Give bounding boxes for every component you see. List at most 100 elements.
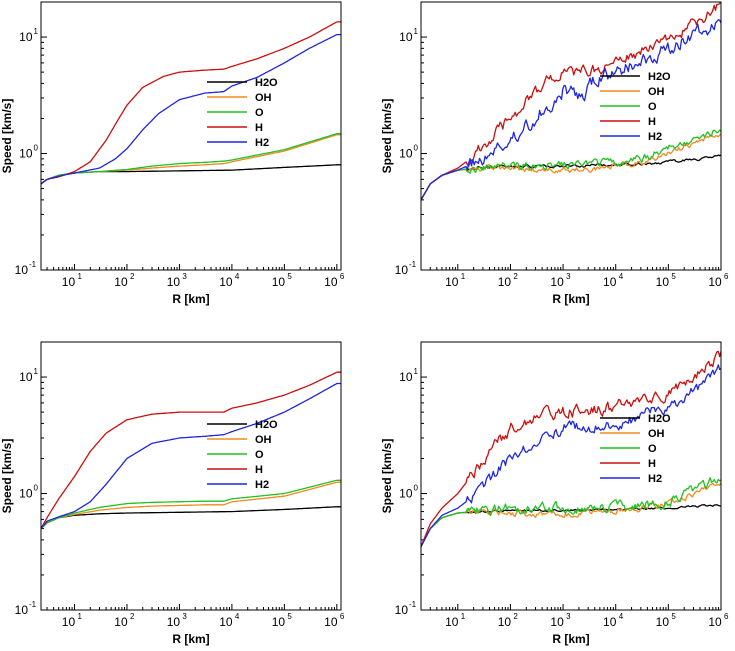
series-line-h2o	[41, 506, 341, 530]
x-tick-exponent: 1	[461, 272, 466, 281]
y-tick-exponent: 0	[414, 484, 419, 493]
minor-ticks	[420, 1, 720, 270]
legend-label-o: O	[255, 449, 264, 461]
plot-frame	[40, 1, 342, 271]
x-axis-title: R [km]	[172, 632, 209, 646]
y-tick-label: 10	[395, 263, 409, 277]
x-tick-label: 10	[167, 615, 181, 629]
x-tick-label: 10	[62, 615, 76, 629]
x-tick-exponent: 5	[287, 272, 292, 281]
y-tick-label: 10	[19, 30, 33, 44]
y-tick-label: 10	[19, 147, 33, 161]
x-tick-exponent: 6	[340, 612, 345, 621]
x-tick-label: 10	[550, 275, 564, 289]
x-tick-label: 10	[324, 275, 338, 289]
y-tick-exponent: -1	[409, 600, 417, 609]
legend-label-oh: OH	[255, 92, 272, 104]
legend-label-oh: OH	[648, 86, 665, 98]
series-line-h2	[421, 19, 721, 201]
x-tick-exponent: 2	[513, 612, 518, 621]
x-tick-exponent: 4	[235, 612, 240, 621]
x-tick-label: 10	[114, 615, 128, 629]
y-tick-label: 10	[19, 487, 33, 501]
series-line-oh	[41, 481, 341, 530]
series-line-h2o	[41, 164, 341, 185]
y-tick-label: 10	[15, 263, 29, 277]
x-tick-label: 10	[219, 615, 233, 629]
x-tick-exponent: 1	[77, 612, 82, 621]
legend-label-h: H	[648, 458, 656, 470]
y-tick-exponent: 1	[414, 367, 419, 376]
legend-label-h2o: H2O	[255, 419, 278, 431]
legend-label-h2o: H2O	[648, 413, 671, 425]
x-tick-label: 10	[272, 275, 286, 289]
x-tick-exponent: 5	[287, 612, 292, 621]
y-tick-exponent: 0	[34, 484, 39, 493]
y-axis-title: Speed [km/s]	[380, 439, 394, 514]
series-line-h	[41, 21, 341, 185]
y-axis-title: Speed [km/s]	[0, 439, 14, 514]
x-tick-exponent: 3	[182, 612, 187, 621]
series-line-o	[41, 133, 341, 185]
series-line-h2o	[421, 504, 721, 547]
chart-bottom-left: 10 1 10 2 10 3 10 4 10 5 10 610 -110 010 1R [km]Speed …	[0, 341, 345, 646]
x-tick-exponent: 4	[619, 612, 624, 621]
legend-label-oh: OH	[648, 428, 665, 440]
legend-label-oh: OH	[255, 434, 272, 446]
y-tick-exponent: 0	[414, 144, 419, 153]
legend-label-o: O	[648, 443, 657, 455]
x-tick-exponent: 1	[461, 612, 466, 621]
series-line-oh	[41, 134, 341, 185]
x-tick-label: 10	[114, 275, 128, 289]
x-tick-label: 10	[324, 615, 338, 629]
x-tick-exponent: 2	[513, 272, 518, 281]
series-line-oh	[421, 482, 721, 547]
chart-top-left: 10 1 10 2 10 3 10 4 10 5 10 610 -110 010 1R [km]Speed …	[0, 1, 345, 306]
chart-bottom-right: 10 1 10 2 10 3 10 4 10 5 10 610 -110 010 1R [km]Speed …	[380, 341, 729, 646]
y-tick-exponent: 1	[34, 367, 39, 376]
series-line-h2	[421, 364, 721, 547]
x-tick-exponent: 5	[671, 612, 676, 621]
x-tick-exponent: 6	[724, 272, 729, 281]
x-tick-label: 10	[708, 275, 722, 289]
legend-label-h2o: H2O	[255, 77, 278, 89]
x-tick-label: 10	[219, 275, 233, 289]
minor-ticks	[41, 341, 335, 610]
legend-label-h2o: H2O	[648, 71, 671, 83]
y-tick-label: 10	[395, 603, 409, 617]
x-axis-title: R [km]	[552, 632, 589, 646]
series-group	[421, 350, 721, 547]
x-tick-exponent: 2	[130, 272, 135, 281]
plot-frame	[40, 341, 342, 611]
x-tick-label: 10	[445, 275, 459, 289]
series-line-o	[421, 129, 721, 201]
x-tick-exponent: 3	[182, 272, 187, 281]
minor-ticks	[41, 1, 335, 270]
legend: H2O OH OH H2	[207, 419, 278, 491]
x-tick-label: 10	[167, 275, 181, 289]
x-tick-exponent: 5	[671, 272, 676, 281]
x-tick-label: 10	[656, 275, 670, 289]
y-tick-exponent: -1	[409, 260, 417, 269]
x-tick-exponent: 3	[566, 272, 571, 281]
legend-label-h: H	[255, 122, 263, 134]
legend-label-h: H	[255, 464, 263, 476]
x-tick-exponent: 4	[235, 272, 240, 281]
x-axis-title: R [km]	[172, 292, 209, 306]
x-tick-label: 10	[656, 615, 670, 629]
x-tick-label: 10	[272, 615, 286, 629]
legend-label-o: O	[255, 107, 264, 119]
y-tick-exponent: 1	[414, 27, 419, 36]
x-tick-label: 10	[603, 275, 617, 289]
x-tick-label: 10	[498, 615, 512, 629]
legend-label-h: H	[648, 116, 656, 128]
legend-label-h2: H2	[648, 131, 662, 143]
y-tick-label: 10	[399, 30, 413, 44]
series-line-o	[41, 479, 341, 530]
y-tick-label: 10	[399, 487, 413, 501]
x-tick-label: 10	[445, 615, 459, 629]
series-line-h	[41, 371, 341, 529]
legend: H2O OH OH H2	[600, 71, 671, 143]
y-tick-label: 10	[399, 147, 413, 161]
